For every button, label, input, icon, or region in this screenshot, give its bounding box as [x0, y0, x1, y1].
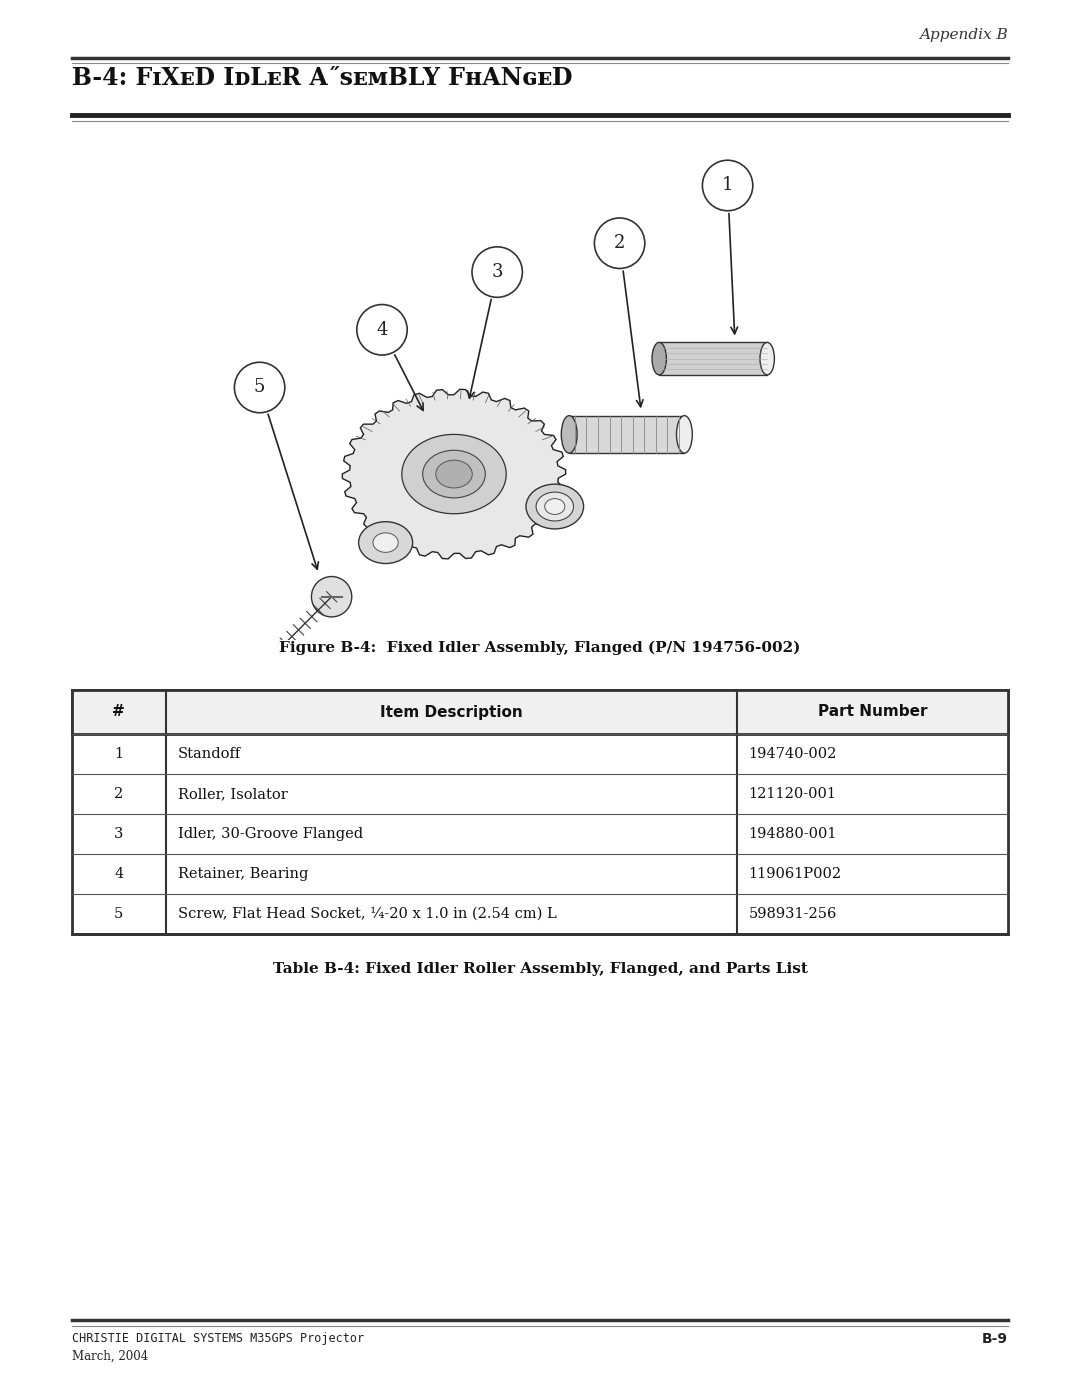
Text: 194880-001: 194880-001 — [748, 827, 837, 841]
Text: 3: 3 — [491, 263, 503, 281]
Ellipse shape — [359, 521, 413, 563]
Text: Roller, Isolator: Roller, Isolator — [177, 787, 287, 800]
Text: Retainer, Bearing: Retainer, Bearing — [177, 868, 308, 882]
Ellipse shape — [544, 499, 565, 514]
Text: 5: 5 — [254, 379, 266, 397]
Circle shape — [594, 218, 645, 268]
Circle shape — [311, 577, 352, 617]
Bar — [72, 690, 1008, 935]
Text: 4: 4 — [114, 868, 123, 882]
Text: March, 2004: March, 2004 — [72, 1350, 148, 1363]
Ellipse shape — [652, 342, 666, 374]
Circle shape — [356, 305, 407, 355]
Text: Part Number: Part Number — [818, 704, 927, 719]
Circle shape — [234, 362, 285, 412]
Text: 2: 2 — [613, 235, 625, 253]
Bar — [72, 690, 1008, 733]
Text: Appendix B: Appendix B — [919, 28, 1008, 42]
Text: B-9: B-9 — [982, 1331, 1008, 1345]
Text: 121120-001: 121120-001 — [748, 787, 837, 800]
Ellipse shape — [373, 532, 399, 552]
Text: 4: 4 — [376, 321, 388, 339]
Text: 2: 2 — [114, 787, 123, 800]
Polygon shape — [659, 342, 767, 374]
Ellipse shape — [536, 492, 573, 521]
Text: Idler, 30-Groove Flanged: Idler, 30-Groove Flanged — [177, 827, 363, 841]
Text: CHRISTIE DIGITAL SYSTEMS M35GPS Projector: CHRISTIE DIGITAL SYSTEMS M35GPS Projecto… — [72, 1331, 364, 1345]
Text: Item Description: Item Description — [380, 704, 523, 719]
Ellipse shape — [760, 342, 774, 374]
Text: 598931-256: 598931-256 — [748, 907, 837, 921]
Text: 119061P002: 119061P002 — [748, 868, 841, 882]
Text: B-4: FɪXᴇD IᴅLᴇR A˝sᴇᴍBLY FʜANɢᴇD: B-4: FɪXᴇD IᴅLᴇR A˝sᴇᴍBLY FʜANɢᴇD — [72, 66, 572, 89]
Text: 194740-002: 194740-002 — [748, 747, 837, 761]
Polygon shape — [342, 390, 566, 559]
Ellipse shape — [562, 416, 577, 453]
Text: 3: 3 — [114, 827, 123, 841]
Text: Table B-4: Fixed Idler Roller Assembly, Flanged, and Parts List: Table B-4: Fixed Idler Roller Assembly, … — [272, 963, 808, 977]
Text: 1: 1 — [114, 747, 123, 761]
FancyBboxPatch shape — [569, 416, 685, 453]
Text: 1: 1 — [721, 176, 733, 194]
Ellipse shape — [422, 450, 485, 497]
Circle shape — [472, 247, 523, 298]
Text: Standoff: Standoff — [177, 747, 241, 761]
Ellipse shape — [526, 485, 583, 529]
Text: Figure B-4:  Fixed Idler Assembly, Flanged (P/N 194756-002): Figure B-4: Fixed Idler Assembly, Flange… — [280, 641, 800, 655]
Ellipse shape — [435, 460, 472, 488]
Text: Screw, Flat Head Socket, ¼-20 x 1.0 in (2.54 cm) L: Screw, Flat Head Socket, ¼-20 x 1.0 in (… — [177, 907, 556, 921]
Text: #: # — [112, 704, 125, 719]
Ellipse shape — [676, 416, 692, 453]
Ellipse shape — [402, 434, 507, 514]
Text: 5: 5 — [114, 907, 123, 921]
Circle shape — [702, 161, 753, 211]
